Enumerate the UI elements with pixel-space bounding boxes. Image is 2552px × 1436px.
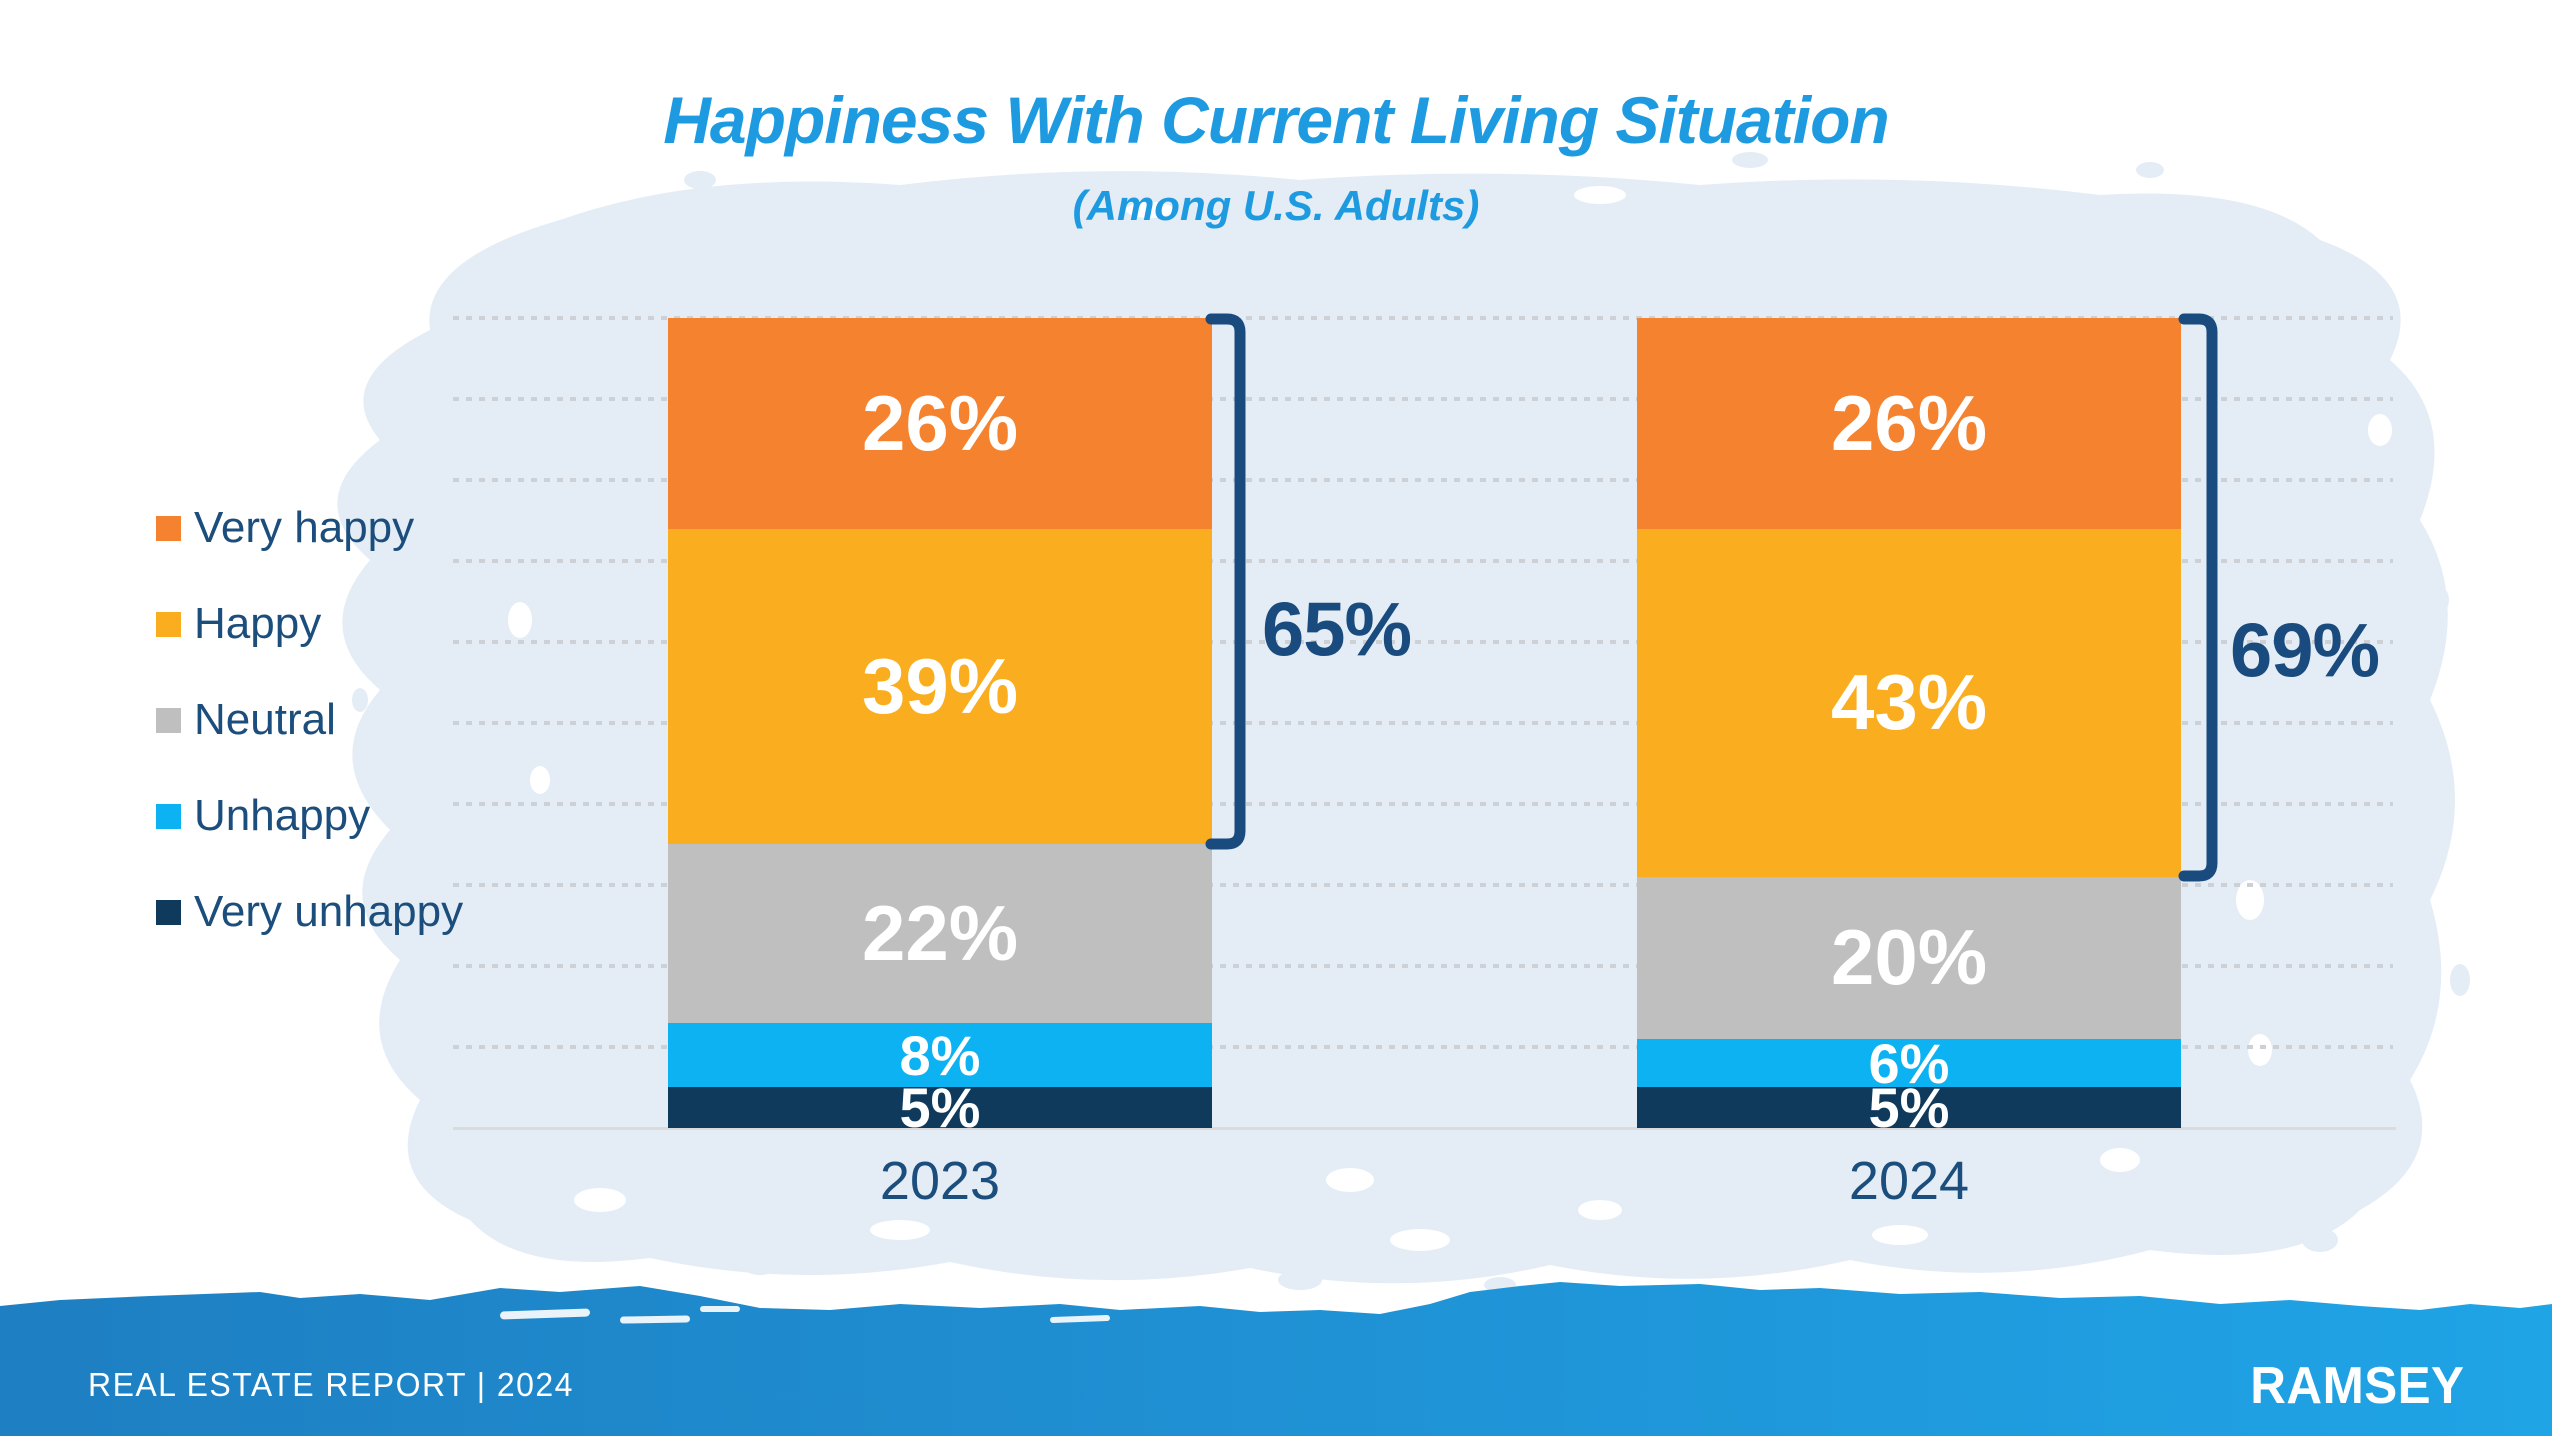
legend-item-unhappy: Unhappy [156, 794, 463, 838]
legend-label-4: Unhappy [194, 791, 371, 840]
segment-unhappy-2023: 8% [668, 1022, 1212, 1088]
segment-value-label: 26% [1830, 378, 1988, 467]
legend-label-2: Happy [194, 599, 322, 648]
page-subtitle: (Among U.S. Adults) [1072, 182, 1480, 229]
segment-value-label: 43% [1830, 658, 1988, 747]
gridline-90pct [453, 397, 2393, 401]
x-axis-baseline [453, 1127, 2396, 1130]
bracket-2023 [1205, 313, 1246, 850]
segment-happy-2024: 43% [1637, 528, 2181, 877]
segment-value-label: 26% [861, 378, 1019, 467]
segment-neutral-2023: 22% [668, 844, 1212, 1023]
segment-very-happy-2023: 26% [668, 318, 1212, 529]
legend-label-5: Very unhappy [194, 887, 464, 936]
gridline-20pct [453, 964, 2393, 968]
gridline-40pct [453, 802, 2393, 806]
gridline-100pct [453, 316, 2393, 320]
segment-very-happy-2024: 26% [1637, 318, 2181, 529]
bar-2023: 26% 39% 22% 8% 5% [668, 318, 1212, 1139]
x-label-2024: 2024 [1848, 1151, 1970, 1211]
x-label-2023: 2023 [879, 1151, 1001, 1211]
gridline-60pct [453, 640, 2393, 644]
segment-value-label: 8% [899, 1023, 981, 1087]
segment-value-label: 20% [1830, 913, 1988, 1002]
legend-item-happy: Happy [156, 602, 463, 646]
segment-neutral-2024: 20% [1637, 876, 2181, 1039]
legend-swatch-2 [156, 611, 181, 637]
gridline-70pct [453, 559, 2393, 563]
segment-value-label: 22% [861, 889, 1019, 978]
gridline-50pct [453, 721, 2393, 725]
segment-happy-2023: 39% [668, 528, 1212, 845]
segment-value-label: 6% [1868, 1031, 1950, 1095]
legend-item-neutral: Neutral [156, 698, 463, 742]
legend-swatch-4 [156, 803, 181, 829]
page-title: Happiness With Current Living Situation [663, 83, 1889, 157]
legend-item-very-unhappy: Very unhappy [156, 890, 463, 934]
gridline-30pct [453, 883, 2393, 887]
legend-swatch-5 [156, 899, 181, 925]
legend-swatch-3 [156, 707, 181, 733]
footer-report-label: REAL ESTATE REPORT | 2024 [88, 1366, 574, 1403]
bracket-label-2023: 65% [1262, 587, 1412, 673]
legend-item-very-happy: Very happy [156, 506, 463, 550]
legend-label-3: Neutral [194, 695, 336, 744]
brand-logo: RAMSEY [2249, 1357, 2464, 1415]
bracket-label-2024: 69% [2230, 608, 2380, 694]
legend: Very happy Happy Neutral Unhappy Very unhapp… [156, 506, 463, 934]
legend-label-1: Very happy [194, 503, 415, 552]
segment-value-label: 39% [861, 642, 1019, 731]
gridline-10pct [453, 1045, 2393, 1049]
bracket-2024 [2178, 313, 2218, 882]
gridline-80pct [453, 478, 2393, 482]
segment-unhappy-2024: 6% [1637, 1031, 2181, 1095]
legend-swatch-1 [156, 515, 181, 541]
footer-band [0, 1282, 2552, 1436]
